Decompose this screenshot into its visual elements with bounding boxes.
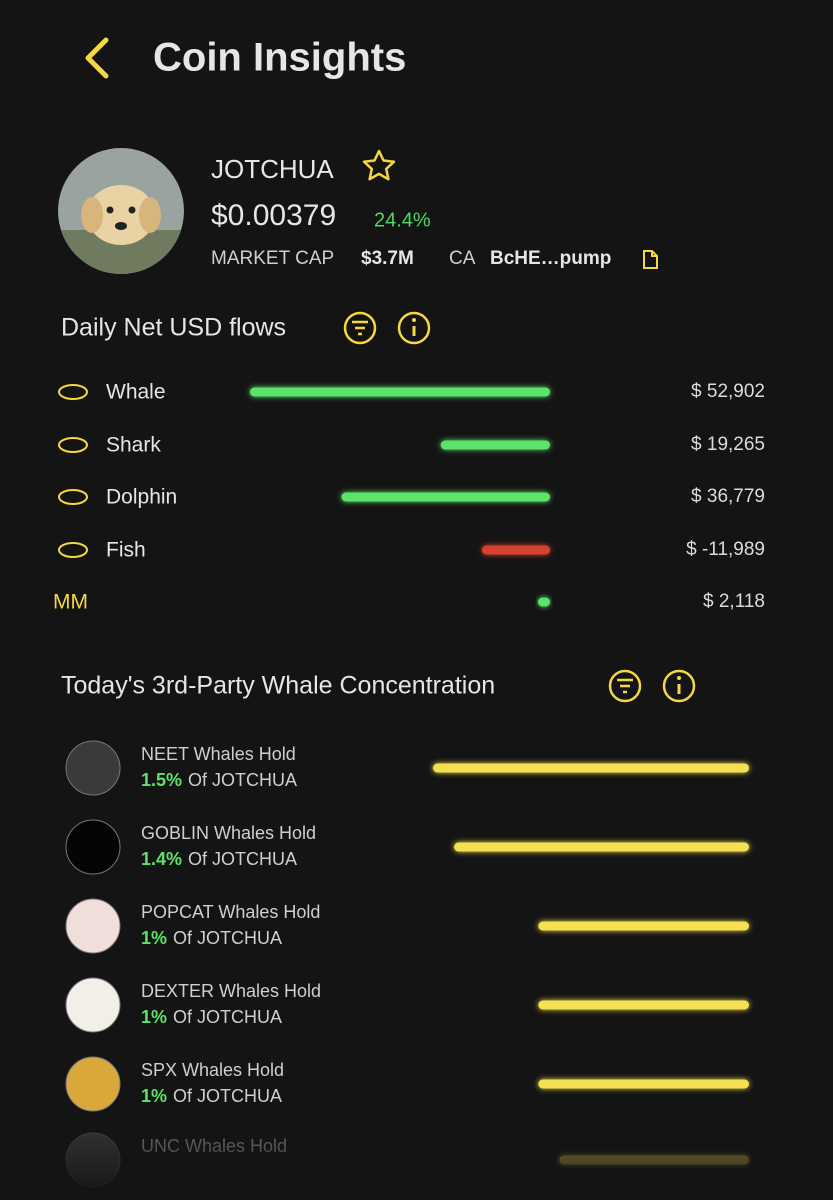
holder-share: 1% Of JOTCHUA	[141, 928, 282, 948]
holder-pct: 1%	[141, 928, 167, 948]
holder-avatar	[65, 1056, 121, 1112]
info-button[interactable]	[662, 669, 696, 703]
flow-bar	[537, 597, 550, 607]
concentration-bar	[538, 1079, 749, 1089]
bottom-fade	[0, 1130, 833, 1200]
holder-pct: 1.4%	[141, 849, 182, 869]
flow-bar	[250, 387, 550, 397]
section-title: Today's 3rd-Party Whale Concentration	[61, 672, 495, 700]
holder-name: NEET Whales Hold	[141, 744, 296, 764]
holder-avatar	[65, 898, 121, 954]
tier-name: Dolphin	[106, 486, 177, 509]
holder-row: NEET Whales Hold 1.5% Of JOTCHUA	[65, 740, 749, 796]
holder-avatar	[65, 819, 121, 875]
holder-row: DEXTER Whales Hold 1% Of JOTCHUA	[65, 977, 749, 1033]
back-button[interactable]	[85, 37, 109, 79]
concentration-bar	[538, 921, 749, 931]
holder-avatar	[65, 740, 121, 796]
info-button[interactable]	[397, 311, 431, 345]
flow-bar	[440, 440, 550, 450]
holder-name: GOBLIN Whales Hold	[141, 823, 316, 843]
holder-name: POPCAT Whales Hold	[141, 902, 320, 922]
tier-name: Whale	[106, 381, 166, 404]
holder-suffix: Of JOTCHUA	[173, 928, 282, 948]
holder-suffix: Of JOTCHUA	[188, 849, 297, 869]
concentration-bar	[454, 842, 749, 852]
holder-suffix: Of JOTCHUA	[188, 770, 297, 790]
filter-button[interactable]	[343, 311, 377, 345]
tier-name: Shark	[106, 434, 161, 457]
tier-icon	[58, 542, 88, 558]
page-title: Coin Insights	[153, 36, 406, 80]
flow-amount: $ 52,902	[691, 381, 765, 402]
holder-pct: 1%	[141, 1086, 167, 1106]
holder-suffix: Of JOTCHUA	[173, 1086, 282, 1106]
holder-share: 1.5% Of JOTCHUA	[141, 770, 297, 790]
holder-name: SPX Whales Hold	[141, 1060, 284, 1080]
flow-bar	[341, 492, 550, 502]
flow-amount: $ 36,779	[691, 486, 765, 507]
ca-label: CA	[449, 248, 476, 269]
holder-row: SPX Whales Hold 1% Of JOTCHUA	[65, 1056, 749, 1112]
coin-name: JOTCHUA	[211, 154, 334, 184]
holder-row: GOBLIN Whales Hold 1.4% Of JOTCHUA	[65, 819, 749, 875]
holder-suffix: Of JOTCHUA	[173, 1007, 282, 1027]
concentration-bar	[538, 1000, 749, 1010]
flow-amount: $ 2,118	[703, 591, 765, 612]
flow-amount: $ -11,989	[686, 539, 765, 560]
holder-row: POPCAT Whales Hold 1% Of JOTCHUA	[65, 898, 749, 954]
contract-address: BcHE…pump	[490, 248, 611, 269]
coin-avatar	[58, 148, 184, 274]
holder-share: 1.4% Of JOTCHUA	[141, 849, 297, 869]
holder-name: DEXTER Whales Hold	[141, 981, 321, 1001]
flow-amount: $ 19,265	[691, 434, 765, 455]
flow-bar	[482, 545, 550, 555]
concentration-bar	[433, 763, 749, 773]
copy-icon[interactable]	[643, 250, 658, 269]
tier-icon	[58, 437, 88, 453]
tier-icon	[58, 384, 88, 400]
price-change: 24.4%	[374, 209, 431, 231]
holder-avatar	[65, 977, 121, 1033]
filter-button[interactable]	[608, 669, 642, 703]
tier-icon	[58, 489, 88, 505]
section-title: Daily Net USD flows	[61, 314, 286, 342]
holder-share: 1% Of JOTCHUA	[141, 1086, 282, 1106]
market-cap-label: MARKET CAP	[211, 248, 334, 269]
tier-name: MM	[53, 591, 88, 614]
coin-price: $0.00379	[211, 199, 336, 232]
holder-share: 1% Of JOTCHUA	[141, 1007, 282, 1027]
holder-pct: 1%	[141, 1007, 167, 1027]
market-cap: $3.7M	[361, 248, 414, 269]
tier-name: Fish	[106, 539, 146, 562]
holder-pct: 1.5%	[141, 770, 182, 790]
favorite-star[interactable]	[362, 149, 396, 181]
